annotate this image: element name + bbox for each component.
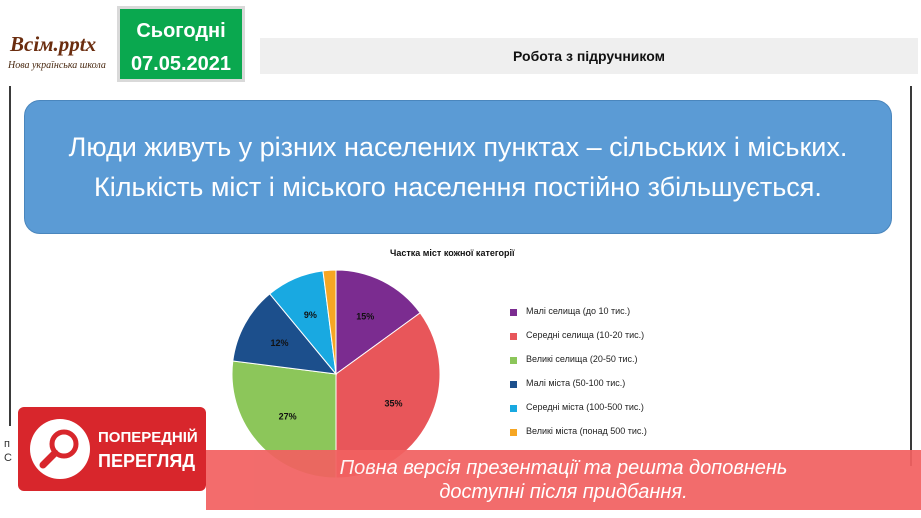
side-text-fragment: п [4,438,10,450]
slice-value-label: 9% [304,310,317,320]
legend-label: Малі селища (до 10 тис.) [526,306,631,316]
purchase-banner: Повна версія презентації та решта доповн… [206,450,921,510]
legend-label: Середні селища (10-20 тис.) [526,330,645,340]
legend-label: Великі селища (20-50 тис.) [526,354,638,364]
slice-value-label: 35% [384,398,402,408]
slice-value-label: 12% [270,338,288,348]
preview-label-1: ПОПЕРЕДНІЙ [98,429,198,446]
legend-swatch [510,381,517,388]
banner-line-2: доступні після придбання. [439,481,688,503]
side-text-fragment: С [4,452,12,464]
banner-line-1: Повна версія презентації та решта доповн… [339,457,788,479]
date-value: 07.05.2021 [130,53,232,75]
legend-swatch [510,309,517,316]
date-label: Сьогодні [136,20,226,42]
pie-chart: Частка міст кожної категорії 15% 35% 27% 12… [220,240,690,490]
header-bar: Робота з підручником [260,38,918,74]
preview-label-2: ПЕРЕГЛЯД [98,451,196,471]
legend-label: Середні міста (100-500 тис.) [526,402,644,412]
logo-title: Всім.pptx [10,32,97,56]
main-text-box: Люди живуть у різних населених пунктах –… [24,100,892,234]
legend-swatch [510,429,517,436]
main-text: Люди живуть у різних населених пунктах –… [68,132,848,202]
date-box: Сьогодні 07.05.2021 [117,6,245,82]
legend-label: Малі міста (50-100 тис.) [526,378,626,388]
brand-logo: Всім.pptx Нова українська школа [6,32,116,80]
slice-value-label: 27% [279,412,297,422]
chart-title: Частка міст кожної категорії [390,248,515,258]
legend-swatch [510,357,517,364]
legend-label: Великі міста (понад 500 тис.) [526,426,647,436]
search-icon [30,419,90,479]
slice-value-label: 15% [356,312,374,322]
banner-text: Повна версія презентації та решта доповн… [206,456,921,504]
right-border-line [910,86,912,466]
left-border-line [9,86,11,426]
pie-slice [322,270,337,375]
legend-swatch [510,405,517,412]
preview-badge[interactable]: ПОПЕРЕДНІЙ ПЕРЕГЛЯД [18,407,206,491]
pie-slice [232,293,338,375]
pie-slice [335,270,421,375]
slide-title: Робота з підручником [513,48,665,64]
legend-swatch [510,333,517,340]
logo-subtitle: Нова українська школа [8,60,106,71]
